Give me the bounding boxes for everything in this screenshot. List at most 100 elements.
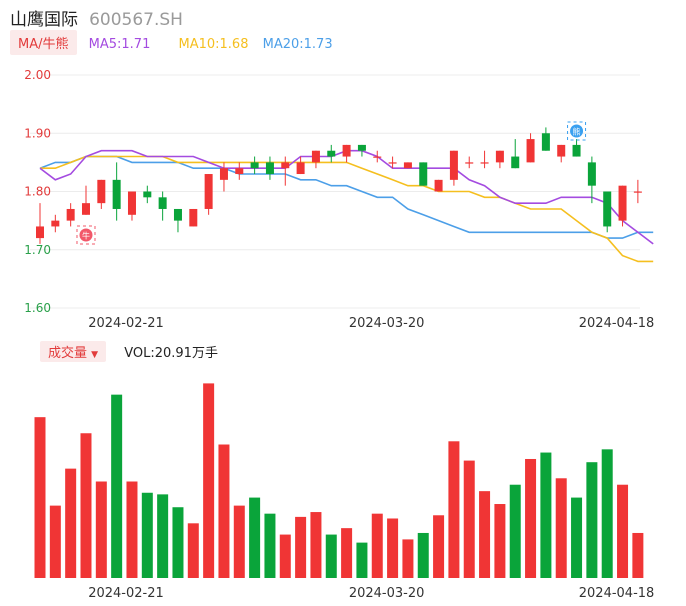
candle xyxy=(66,203,75,227)
signal-dot xyxy=(79,228,93,242)
dropdown-triangle-icon: ▼ xyxy=(91,350,99,360)
date-tick-label: 2024-04-18 xyxy=(579,316,655,331)
volume-bar xyxy=(571,497,583,578)
date-tick-label: 2024-02-21 xyxy=(88,586,164,601)
volume-bar xyxy=(34,417,46,578)
date-tick-label: 2024-03-20 xyxy=(349,316,425,331)
signal-dot xyxy=(570,124,584,138)
volume-bar xyxy=(525,458,537,578)
volume-bar xyxy=(632,532,644,578)
candle-body xyxy=(112,179,121,209)
candle-body xyxy=(633,191,642,193)
volume-bar xyxy=(111,394,123,578)
volume-bar xyxy=(249,497,261,578)
candle xyxy=(541,127,550,151)
candle xyxy=(158,191,167,221)
candle-body xyxy=(281,162,290,169)
candle-body xyxy=(143,191,152,198)
volume-bar xyxy=(479,491,491,578)
candle xyxy=(51,214,60,233)
candle-body xyxy=(189,208,198,227)
candle xyxy=(143,185,152,204)
volume-bar xyxy=(433,515,445,578)
candle-body xyxy=(388,162,397,164)
candle-body xyxy=(603,191,612,227)
candle-body xyxy=(296,162,305,175)
candle-body xyxy=(449,150,458,180)
candle-body xyxy=(51,220,60,227)
candle xyxy=(419,162,428,186)
price-axis: 2.00 1.90 1.80 1.70 1.60 xyxy=(24,68,51,315)
candle-body xyxy=(265,162,274,175)
stock-header: 山鹰国际 600567.SH xyxy=(10,5,183,30)
candle-body xyxy=(327,150,336,157)
ma-mode-tag[interactable]: MA/牛熊 xyxy=(10,30,77,55)
candlesticks xyxy=(36,127,642,244)
volume-bar xyxy=(95,481,107,578)
volume-bar xyxy=(172,507,184,578)
date-tick-label: 2024-02-21 xyxy=(88,316,164,331)
candle xyxy=(342,144,351,163)
price-tick-label: 1.70 xyxy=(24,243,51,257)
candle-body xyxy=(81,203,90,215)
candle xyxy=(36,203,44,244)
candle-body xyxy=(403,162,412,169)
ma20-line xyxy=(39,155,654,239)
candle xyxy=(633,179,642,204)
candle xyxy=(388,156,397,169)
candle xyxy=(526,133,535,163)
volume-bar xyxy=(295,516,307,578)
volume-bar xyxy=(325,534,337,578)
stock-code: 600567.SH xyxy=(89,10,183,30)
stock-name: 山鹰国际 xyxy=(10,10,78,30)
volume-bar xyxy=(187,523,199,578)
volume-bar xyxy=(49,505,61,578)
candle xyxy=(373,150,382,163)
candle-body xyxy=(557,144,566,157)
volume-bar xyxy=(387,518,399,578)
signal-frame xyxy=(567,121,587,141)
signal-label: 牛 xyxy=(82,231,90,241)
candle-body xyxy=(357,144,366,151)
volume-value: VOL:20.91万手 xyxy=(124,346,218,361)
volume-bar xyxy=(279,534,291,578)
candle xyxy=(557,144,566,163)
volume-indicator-tag[interactable]: 成交量 ▼ xyxy=(40,341,107,362)
candle-body xyxy=(311,150,320,163)
ma10-label: MA10:1.68 xyxy=(178,37,249,52)
volume-bar xyxy=(402,539,414,578)
volume-bar xyxy=(264,513,276,578)
ma20-label: MA20:1.73 xyxy=(262,37,333,52)
volume-bar xyxy=(141,492,153,578)
candle xyxy=(311,150,320,169)
volume-bar xyxy=(448,441,460,578)
date-axis-price: 2024-02-21 2024-03-20 2024-04-18 xyxy=(88,316,654,331)
candle-body xyxy=(495,150,504,163)
candle xyxy=(603,191,612,233)
candle-body xyxy=(235,168,244,175)
volume-bar xyxy=(80,433,92,578)
candle xyxy=(265,156,274,180)
candle xyxy=(281,156,290,186)
volume-bar xyxy=(218,444,230,578)
candle xyxy=(219,162,228,192)
volume-legend: 成交量 ▼ VOL:20.91万手 xyxy=(40,341,218,362)
ma10-line xyxy=(40,155,654,263)
volume-bar xyxy=(509,484,521,578)
volume-bar xyxy=(494,504,506,578)
volume-bar xyxy=(126,481,138,578)
price-tick-label: 2.00 xyxy=(24,68,51,82)
signal-frame xyxy=(76,225,96,245)
candle-body xyxy=(480,162,489,164)
date-tick-label: 2024-04-18 xyxy=(579,586,655,601)
candle xyxy=(189,208,198,227)
volume-bar xyxy=(417,532,429,578)
volume-bar xyxy=(310,512,322,578)
candle xyxy=(235,162,244,180)
candle xyxy=(112,162,121,221)
candle xyxy=(618,185,627,227)
candle xyxy=(296,156,305,175)
candle xyxy=(127,191,136,221)
volume-bar xyxy=(157,494,169,578)
